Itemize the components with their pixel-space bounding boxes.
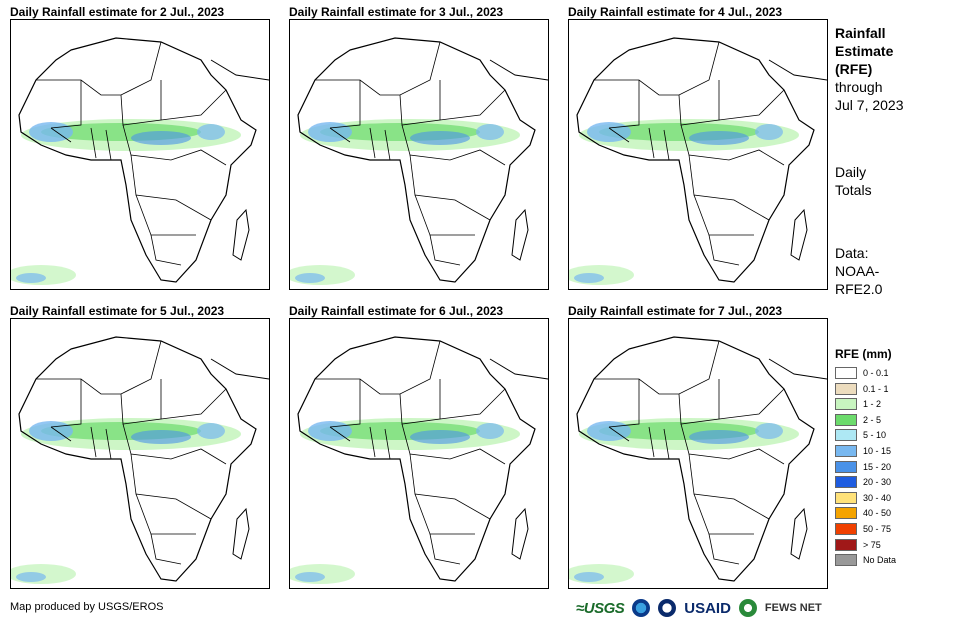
legend-swatch xyxy=(835,507,857,520)
title-line-2: Estimate xyxy=(835,43,894,59)
legend-label: 30 - 40 xyxy=(863,492,892,503)
legend-swatch xyxy=(835,476,857,489)
noaa-logo-icon xyxy=(632,599,651,617)
usaid-logo: USAID xyxy=(684,599,731,617)
panel-title: Daily Rainfall estimate for 6 Jul., 2023 xyxy=(289,304,504,318)
panel-title: Daily Rainfall estimate for 4 Jul., 2023 xyxy=(568,5,783,19)
sidebar-title: Rainfall Estimate (RFE) through Jul 7, 2… xyxy=(835,24,904,114)
rainfall-map xyxy=(10,19,270,290)
legend-swatch xyxy=(835,382,857,395)
legend-label: 10 - 15 xyxy=(863,445,892,456)
fews-net-logo: FEWS NET xyxy=(764,602,822,614)
totals-line-1: Daily xyxy=(835,164,867,180)
panel-title: Daily Rainfall estimate for 3 Jul., 2023 xyxy=(289,5,504,19)
legend-swatch xyxy=(835,460,857,473)
through-date: Jul 7, 2023 xyxy=(835,97,904,113)
panel-title: Daily Rainfall estimate for 7 Jul., 2023 xyxy=(568,304,783,318)
panel-title: Daily Rainfall estimate for 5 Jul., 2023 xyxy=(10,304,225,318)
panel-title: Daily Rainfall estimate for 2 Jul., 2023 xyxy=(10,5,225,19)
legend-title: RFE (mm) xyxy=(835,347,892,361)
legend-swatch xyxy=(835,522,857,535)
legend-label: 50 - 75 xyxy=(863,523,892,534)
legend-swatch xyxy=(835,554,857,567)
title-line-3: (RFE) xyxy=(835,61,873,77)
legend-label: 1 - 2 xyxy=(863,399,882,410)
rainfall-map xyxy=(568,19,828,290)
usaid-seal-icon xyxy=(658,599,677,617)
legend-label: > 75 xyxy=(863,539,881,550)
fews-net-logo-icon xyxy=(738,599,757,617)
rainfall-map xyxy=(10,318,270,589)
legend-swatch xyxy=(835,538,857,551)
legend-swatch xyxy=(835,398,857,411)
sidebar-totals: Daily Totals xyxy=(835,163,872,199)
data-line-2: NOAA- xyxy=(835,263,880,279)
legend-swatch xyxy=(835,444,857,457)
through-label: through xyxy=(835,79,883,95)
legend-label: 40 - 50 xyxy=(863,508,892,519)
title-line-1: Rainfall xyxy=(835,25,886,41)
legend-label: 15 - 20 xyxy=(863,461,892,472)
logo-strip: ≈USGS USAID FEWS NET xyxy=(576,596,822,620)
sidebar-data-source: Data: NOAA- RFE2.0 xyxy=(835,244,882,298)
legend-label: 2 - 5 xyxy=(863,414,882,425)
legend-label: 0.1 - 1 xyxy=(863,383,889,394)
legend-swatch xyxy=(835,491,857,504)
totals-line-2: Totals xyxy=(835,182,872,198)
rainfall-map xyxy=(568,318,828,589)
data-line-3: RFE2.0 xyxy=(835,281,883,297)
usgs-logo: ≈USGS xyxy=(576,599,625,617)
rainfall-map xyxy=(289,19,549,290)
map-credit: Map produced by USGS/EROS xyxy=(10,601,164,613)
legend-label: 0 - 0.1 xyxy=(863,368,889,378)
legend-swatch xyxy=(835,413,857,426)
legend-label: No Data xyxy=(863,555,897,566)
legend-label: 20 - 30 xyxy=(863,477,892,488)
rainfall-map xyxy=(289,318,549,589)
legend-label: 5 - 10 xyxy=(863,430,887,441)
legend-swatch xyxy=(835,367,857,379)
data-line-1: Data: xyxy=(835,245,869,261)
legend-swatch xyxy=(835,429,857,442)
